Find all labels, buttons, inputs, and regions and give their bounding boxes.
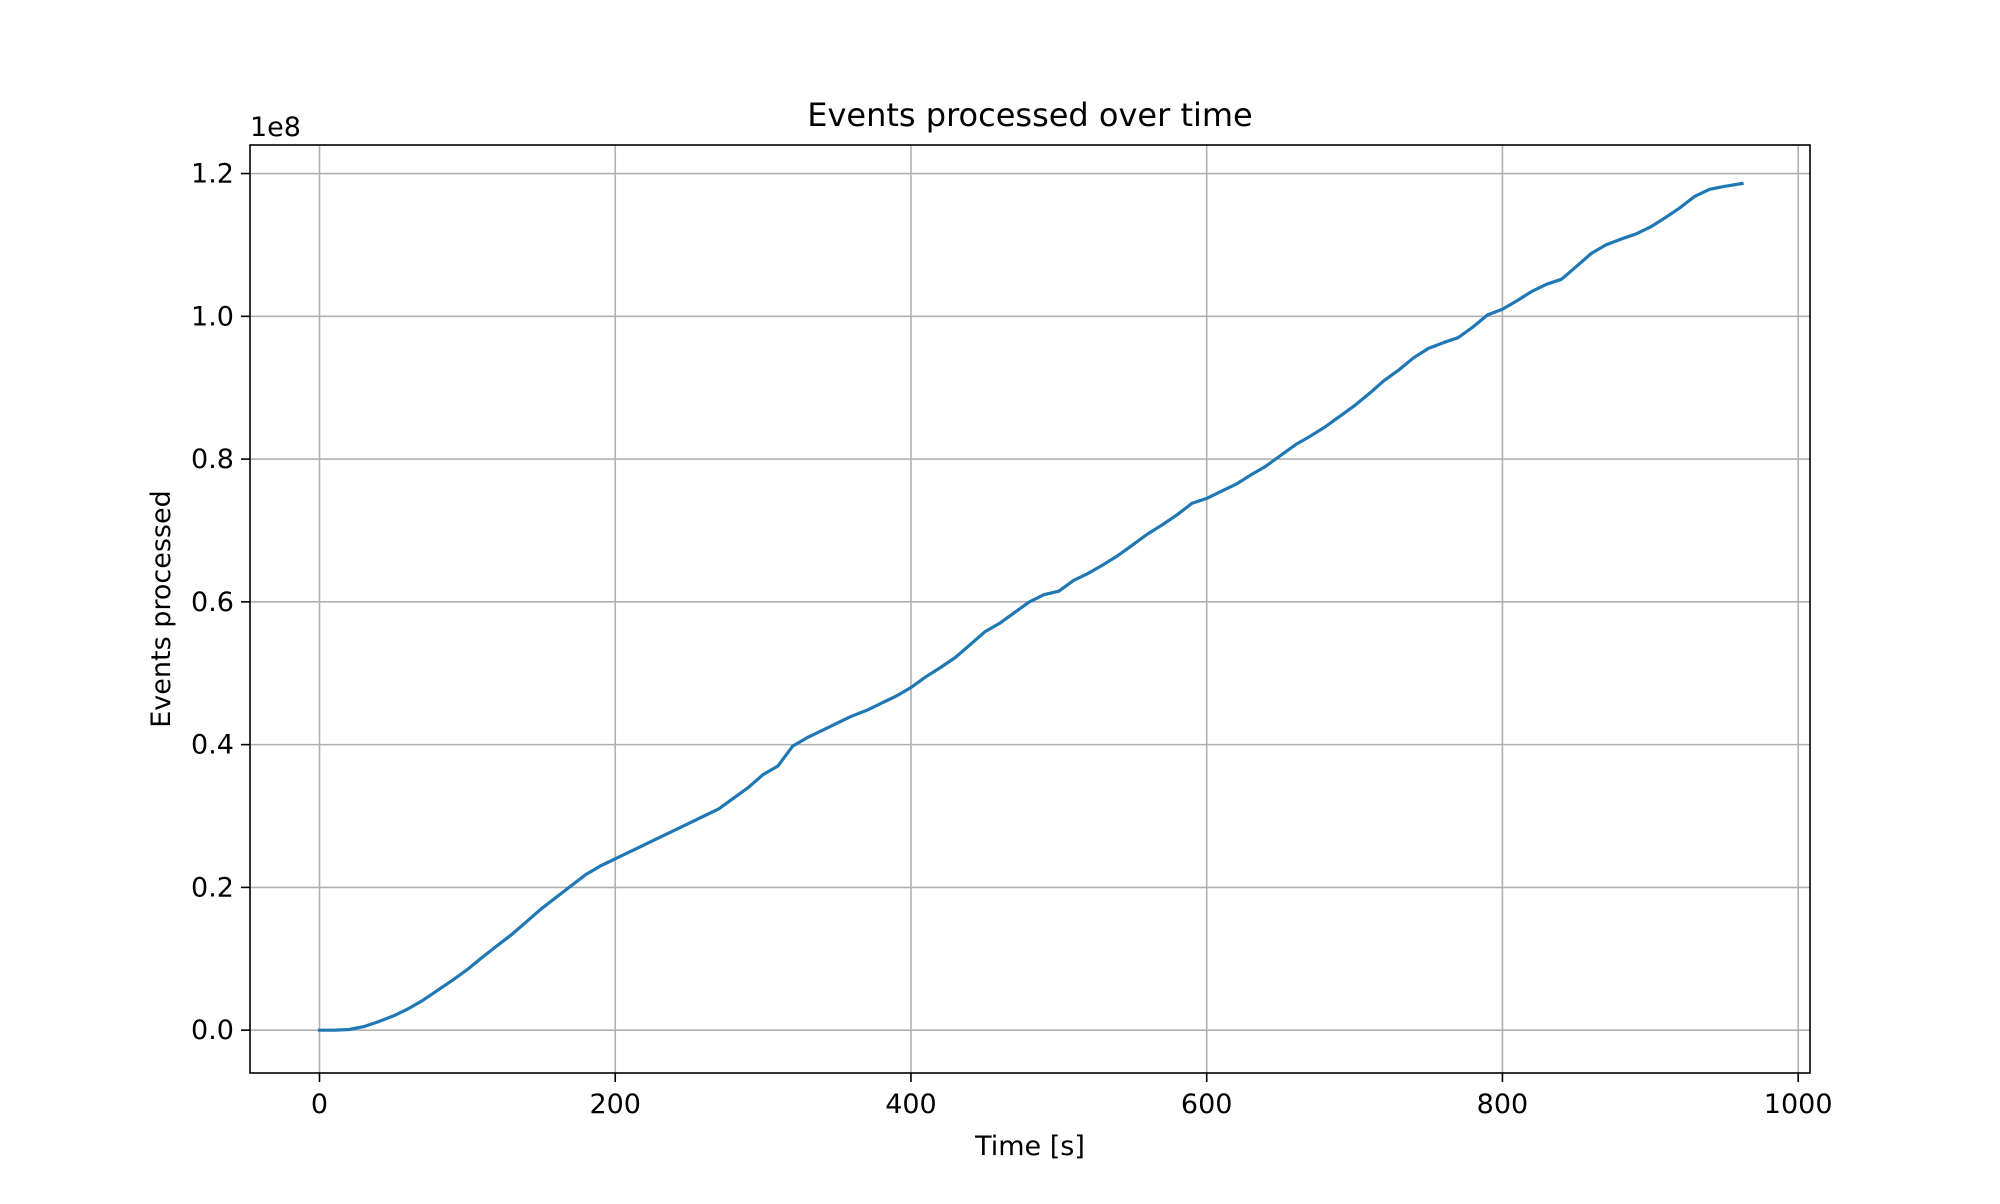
- x-tick-label: 400: [885, 1089, 937, 1120]
- grid-lines: [250, 145, 1810, 1073]
- plot-frame: [249, 144, 1811, 1074]
- y-tick-label: 0.4: [191, 730, 234, 761]
- y-tick-label: 0.2: [191, 872, 234, 903]
- y-axis-label: Events processed: [146, 490, 177, 728]
- y-tick-label: 0.0: [191, 1015, 234, 1046]
- x-tick-label: 800: [1477, 1089, 1529, 1120]
- y-tick-label: 0.8: [191, 444, 234, 475]
- x-tick-label: 600: [1181, 1089, 1233, 1120]
- x-axis-label: Time [s]: [974, 1131, 1085, 1162]
- y-offset-label: 1e8: [250, 112, 301, 143]
- y-tick-label: 1.0: [191, 301, 234, 332]
- series-layer: [317, 181, 1744, 1032]
- x-tick-label: 200: [589, 1089, 641, 1120]
- series-line: [317, 181, 1744, 1032]
- x-tick-label: 1000: [1764, 1089, 1833, 1120]
- x-tick-label: 0: [311, 1089, 328, 1120]
- chart-title: Events processed over time: [807, 96, 1252, 134]
- axis-ticks: 0 200 400 600 800 1000 0.0 0.2 0.4 0.6 0.8 1.0 1.2: [191, 159, 1832, 1120]
- y-tick-label: 0.6: [191, 587, 234, 618]
- y-tick-label: 1.2: [191, 159, 234, 190]
